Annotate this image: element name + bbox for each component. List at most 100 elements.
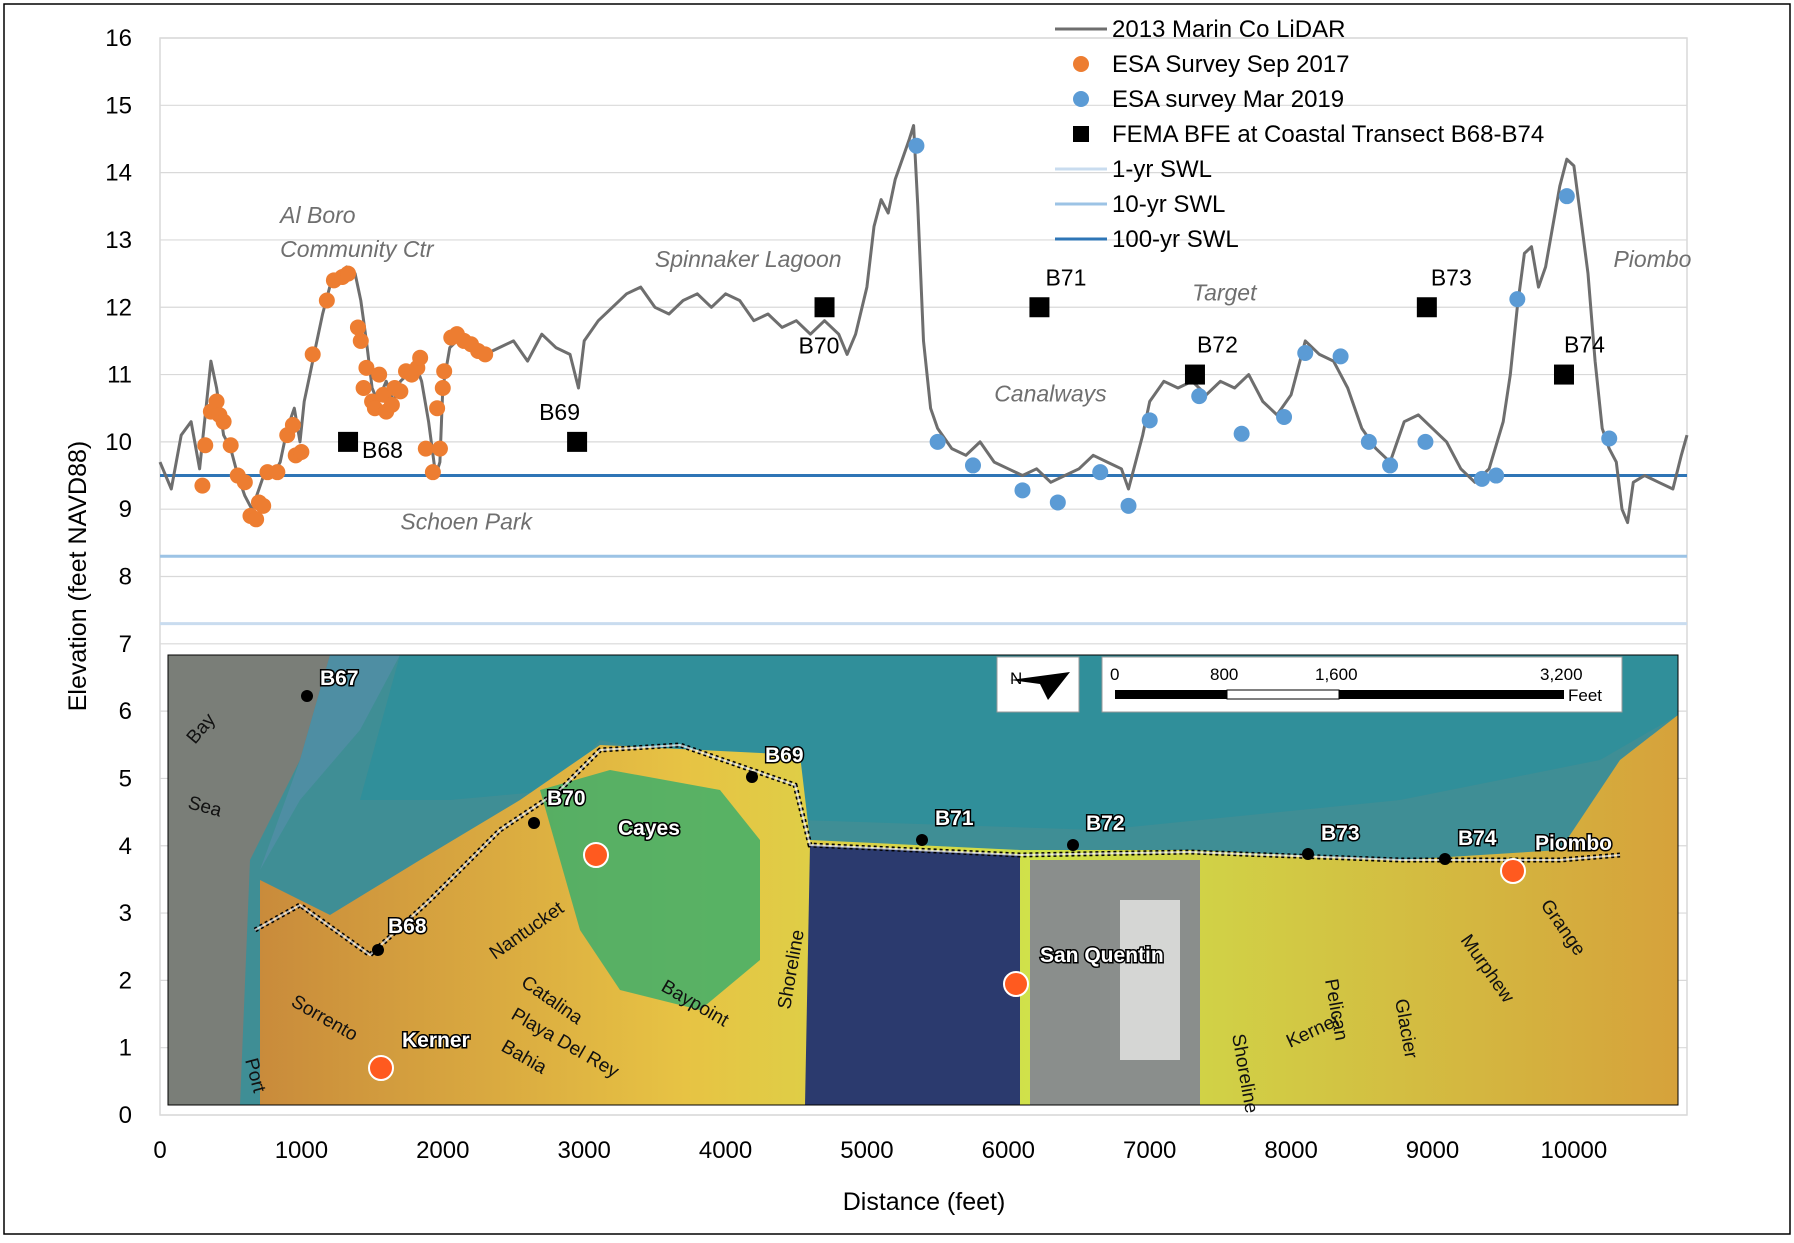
- x-tick-label: 4000: [699, 1137, 752, 1164]
- mar2019-point: [1049, 494, 1066, 511]
- sep2017-point: [436, 363, 453, 380]
- x-axis-title: Distance (feet): [843, 1188, 1006, 1216]
- sep2017-point: [392, 383, 409, 400]
- mar2019-point: [1276, 408, 1293, 425]
- scale-seg-1: [1115, 690, 1227, 699]
- fema-label: B74: [1564, 332, 1605, 358]
- mar2019-point: [1558, 188, 1575, 205]
- swl-lines: [160, 474, 1687, 626]
- fema-marker: [338, 431, 359, 452]
- fema-marker: [1029, 297, 1050, 318]
- map-survey-marker-piombo: [1500, 858, 1526, 884]
- mar2019-point: [1488, 467, 1505, 484]
- mar2019-point: [1191, 388, 1208, 405]
- mar2019-point: [1360, 433, 1377, 450]
- annotation-label: Schoen Park: [400, 508, 533, 534]
- scale-tick-1600: 1,600: [1315, 665, 1358, 684]
- sep2017-point: [358, 359, 375, 376]
- mar2019-point: [1382, 457, 1399, 474]
- map-point-b69: [746, 771, 758, 783]
- scale-tick-800: 800: [1210, 665, 1238, 684]
- map-label-b73: B73: [1321, 822, 1360, 845]
- mar2019-point: [1417, 433, 1434, 450]
- north-arrow-box: [996, 656, 1080, 713]
- map-point-b71: [916, 834, 928, 846]
- map-green-area: [540, 770, 760, 1010]
- annotation-label: Community Ctr: [280, 236, 435, 262]
- legend-label-mar2019: ESA survey Mar 2019: [1112, 86, 1344, 113]
- sep2017-point: [194, 477, 211, 494]
- y-tick-label: 10: [105, 429, 132, 456]
- x-tick-label: 5000: [840, 1137, 893, 1164]
- map-lagoon: [805, 845, 1020, 1105]
- map-label-b74: B74: [1458, 827, 1497, 850]
- map-urban-left: [168, 655, 330, 1105]
- map-point-b70: [528, 817, 540, 829]
- map-point-b74: [1439, 853, 1451, 865]
- legend: 2013 Marin Co LiDAR ESA Survey Sep 2017 …: [1055, 16, 1544, 253]
- map-label-b67: B67: [320, 667, 359, 690]
- map-survey-marker-kerner: [368, 1055, 394, 1081]
- map-label-kerner: Kerner: [402, 1029, 470, 1052]
- fema-label: B68: [362, 437, 403, 463]
- map-inset: N 0 800 1,600 3,200 Feet B67 B68 B69 B70…: [167, 654, 1679, 1115]
- legend-label-100yr: 100-yr SWL: [1112, 226, 1239, 253]
- sep2017-point: [477, 346, 494, 363]
- sep2017-point: [412, 349, 429, 366]
- map-channel: [260, 655, 400, 870]
- sep2017-point: [248, 511, 265, 528]
- y-tick-label: 2: [119, 967, 132, 994]
- scale-unit: Feet: [1568, 686, 1602, 705]
- north-arrow-icon: [1010, 672, 1070, 700]
- y-tick-label: 13: [105, 227, 132, 254]
- fema-label: B71: [1045, 264, 1086, 290]
- x-tick-label: 9000: [1406, 1137, 1459, 1164]
- y-tick-label: 1: [119, 1035, 132, 1062]
- map-point-b68: [372, 944, 384, 956]
- mar2019-point: [1120, 497, 1137, 514]
- scale-seg-2: [1226, 689, 1340, 700]
- sep2017-point: [383, 396, 400, 413]
- sep2017-points: [194, 265, 494, 528]
- sep2017-point: [222, 437, 239, 454]
- map-label-b72: B72: [1086, 812, 1125, 835]
- fema-marker: [1416, 297, 1437, 318]
- legend-label-fema: FEMA BFE at Coastal Transect B68-B74: [1112, 121, 1544, 148]
- x-tick-label: 8000: [1264, 1137, 1317, 1164]
- map-label-cayes: Cayes: [618, 817, 680, 840]
- fema-markers: B68 B69 B70 B71 B72 B73 B74: [338, 264, 1605, 463]
- sep2017-point: [215, 413, 232, 430]
- mar2019-point: [1141, 412, 1158, 429]
- y-tick-label: 15: [105, 92, 132, 119]
- map-point-b72: [1067, 839, 1079, 851]
- sep2017-point: [293, 443, 310, 460]
- annotation-label: Spinnaker Lagoon: [655, 246, 842, 272]
- y-axis-title: Elevation (feet NAVD88): [64, 441, 92, 712]
- sep2017-point: [255, 497, 272, 514]
- scale-tick-3200: 3,200: [1540, 665, 1583, 684]
- map-survey-marker-san-quentin: [1003, 971, 1029, 997]
- y-tick-label: 7: [119, 631, 132, 658]
- legend-swatch-mar2019: [1073, 91, 1089, 107]
- sep2017-point: [349, 319, 366, 336]
- sep2017-point: [371, 366, 388, 383]
- fema-marker: [1553, 364, 1574, 385]
- map-label-b69: B69: [765, 744, 804, 767]
- mar2019-point: [1014, 482, 1031, 499]
- sep2017-point: [304, 346, 321, 363]
- map-label-san-quentin: San Quentin: [1040, 944, 1164, 967]
- fema-label: B72: [1197, 332, 1238, 358]
- north-arrow-label: N: [1010, 669, 1022, 688]
- sep2017-point: [284, 417, 301, 434]
- mar2019-point: [929, 433, 946, 450]
- x-tick-label: 1000: [275, 1137, 328, 1164]
- sep2017-point: [434, 380, 451, 397]
- y-tick-label: 6: [119, 698, 132, 725]
- mar2019-point: [1332, 348, 1349, 365]
- sep2017-point: [417, 440, 434, 457]
- y-tick-label: 0: [119, 1102, 132, 1129]
- scale-seg-3: [1339, 690, 1564, 699]
- y-tick-label: 16: [105, 25, 132, 52]
